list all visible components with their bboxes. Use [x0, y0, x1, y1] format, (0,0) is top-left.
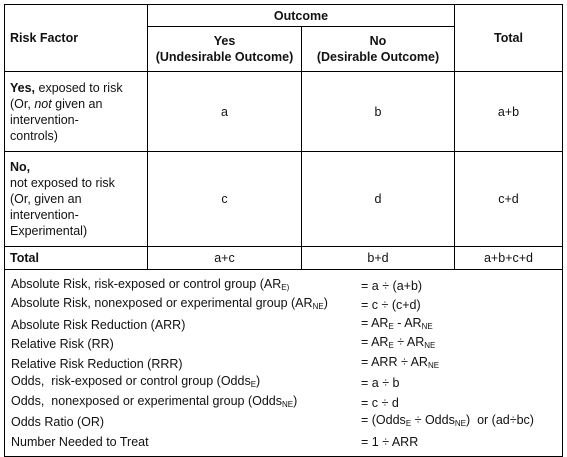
cell: b	[301, 71, 455, 152]
subscript: NE	[454, 419, 466, 429]
term: Relative Risk (RR)	[11, 336, 361, 352]
formula-line: Odds, risk-exposed or control group (Odd…	[11, 374, 557, 394]
text: = (Odds	[361, 413, 406, 428]
header-cell: Risk Factor	[4, 4, 148, 72]
term: Odds Ratio (OR)	[11, 414, 361, 430]
formula-line: Odds Ratio (OR) = (OddsE ÷ OddsNE) or (ad…	[11, 413, 557, 433]
data-row: Yes, exposed to risk (Or, not given an i…	[4, 71, 563, 152]
term: Odds, risk-exposed or control group (Odd…	[11, 373, 361, 393]
text: Number Needed to Treat	[11, 434, 149, 449]
text: Absolute Risk, nonexposed or experimenta…	[11, 296, 313, 311]
header-cell: Yes (Undesirable Outcome)	[147, 26, 302, 72]
term: Odds, nonexposed or experimental group (…	[11, 393, 361, 413]
formula-line: Odds, nonexposed or experimental group (…	[11, 393, 557, 413]
formula-row: Absolute Risk, risk-exposed or control g…	[4, 269, 563, 457]
cell: a	[147, 71, 302, 152]
bold-text: Total	[10, 251, 39, 265]
subscript: NE	[424, 341, 436, 351]
text: ÷ AR	[393, 335, 425, 350]
formula-line: Absolute Risk, nonexposed or experimenta…	[11, 296, 557, 316]
cell: a+b+c+d	[454, 246, 563, 270]
cell: b+d	[301, 246, 455, 270]
italic-text: not	[34, 96, 52, 111]
row-label: Total	[4, 246, 148, 270]
header-cell: No (Desirable Outcome)	[301, 26, 455, 72]
text: = ARR ÷ AR	[361, 354, 428, 369]
subscript: NE	[282, 399, 294, 409]
formula-cell: Absolute Risk, risk-exposed or control g…	[4, 269, 563, 457]
bold-text: No,	[10, 160, 31, 174]
formula-line: Relative Risk Reduction (RRR) = ARR ÷ ARN…	[11, 354, 557, 374]
formula-line: Number Needed to Treat = 1 ÷ ARR	[11, 432, 557, 452]
formula: = a ÷ (a+b)	[361, 278, 422, 294]
text: - AR	[393, 315, 422, 330]
text: ÷ Odds	[411, 413, 455, 428]
formula: = ARE - ARNE	[361, 315, 433, 335]
subscript: E	[405, 419, 412, 429]
header-row: Risk Factor Outcome Total	[4, 4, 563, 72]
cell: a+c	[147, 246, 302, 270]
subscript: E	[388, 341, 394, 351]
text: Relative Risk (RR)	[11, 337, 114, 352]
text: = AR	[361, 335, 389, 350]
text: = a ÷ b	[361, 376, 400, 391]
formula: = a ÷ b	[361, 375, 399, 391]
formula: = c ÷ (c+d)	[361, 297, 421, 313]
formula: = ARR ÷ ARNE	[361, 354, 439, 374]
text: exposed to risk (Or,	[10, 80, 123, 111]
subscript: NE	[312, 302, 324, 312]
term: Number Needed to Treat	[11, 434, 361, 450]
subscript: E	[388, 321, 394, 331]
formula: = (OddsE ÷ OddsNE) or (ad÷bc)	[361, 412, 534, 432]
text: = c ÷ (c+d)	[361, 298, 421, 313]
cell: c+d	[454, 151, 563, 247]
text: given an intervention- controls)	[10, 96, 103, 143]
formula: = ARE ÷ ARNE	[361, 334, 435, 354]
text: )	[323, 296, 328, 311]
cell: d	[301, 151, 455, 247]
text: Relative Risk Reduction (RRR)	[11, 356, 183, 371]
term: Absolute Risk Reduction (ARR)	[11, 317, 361, 333]
subscript: E	[250, 380, 257, 390]
header-cell: Total	[454, 4, 563, 72]
subscript: E)	[281, 282, 290, 292]
text: not exposed to risk (Or, given an interv…	[10, 176, 115, 238]
text: Absolute Risk, risk-exposed or control g…	[11, 276, 282, 291]
text: Odds, nonexposed or experimental group (…	[11, 393, 282, 408]
text: )	[256, 374, 261, 389]
cell: a+b	[454, 71, 563, 152]
row-label: No, not exposed to risk (Or, given an in…	[4, 151, 148, 247]
bold-text: Yes,	[10, 80, 36, 95]
subscript: NE	[427, 360, 440, 370]
term: Absolute Risk, nonexposed or experimenta…	[11, 295, 361, 315]
term: Absolute Risk, risk-exposed or control g…	[11, 276, 361, 296]
cell: c	[147, 151, 302, 247]
text: = c ÷ d	[361, 395, 399, 410]
text: Absolute Risk Reduction (ARR)	[11, 317, 186, 332]
risk-table: Risk Factor Outcome Total Yes (Undesirab…	[4, 4, 563, 457]
term: Relative Risk Reduction (RRR)	[11, 356, 361, 372]
text: Odds Ratio (OR)	[11, 415, 105, 430]
data-row: No, not exposed to risk (Or, given an in…	[4, 151, 563, 247]
subscript: NE	[421, 321, 433, 331]
text: = 1 ÷ ARR	[361, 434, 419, 449]
total-row: Total a+c b+d a+b+c+d	[4, 246, 563, 270]
formula-line: Relative Risk (RR) = ARE ÷ ARNE	[11, 335, 557, 355]
formula: = c ÷ d	[361, 395, 399, 411]
formula-line: Absolute Risk Reduction (ARR) = ARE - ARN…	[11, 315, 557, 335]
text: )	[293, 393, 298, 408]
header-cell: Outcome	[147, 4, 455, 27]
text: = a ÷ (a+b)	[361, 278, 423, 293]
formula-line: Absolute Risk, risk-exposed or control g…	[11, 276, 557, 296]
row-label: Yes, exposed to risk (Or, not given an i…	[4, 71, 148, 152]
text: ) or (ad÷bc)	[465, 413, 534, 428]
formula: = 1 ÷ ARR	[361, 434, 418, 450]
text: Odds, risk-exposed or control group (Odd…	[11, 374, 251, 389]
text: = AR	[361, 315, 389, 330]
